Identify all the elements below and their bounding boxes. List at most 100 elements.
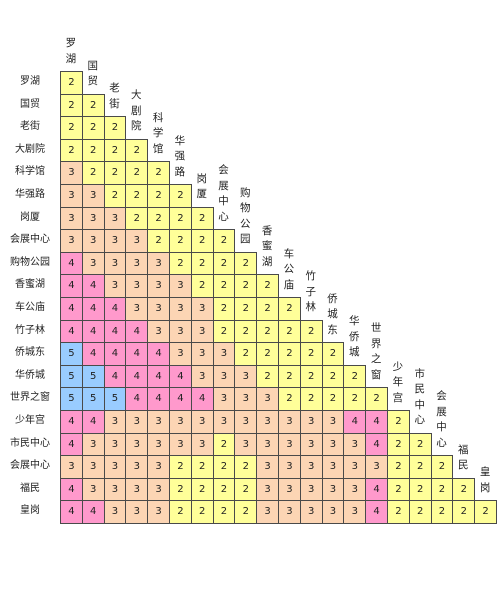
fare-cell: 3 <box>190 319 214 344</box>
fare-cell: 2 <box>190 500 214 524</box>
fare-cell: 2 <box>343 387 367 411</box>
fare-cell: 2 <box>256 274 279 298</box>
fare-cell: 3 <box>256 387 279 411</box>
fare-cell: 4 <box>125 387 149 411</box>
fare-cell: 2 <box>125 206 149 231</box>
fare-cell: 4 <box>169 364 192 389</box>
row-label: 香蜜湖 <box>15 279 45 291</box>
row-label: 侨城东 <box>15 347 45 359</box>
fare-cell: 2 <box>103 116 127 140</box>
fare-cell: 2 <box>408 500 432 524</box>
fare-cell: 2 <box>103 161 127 185</box>
fare-cell: 4 <box>103 364 127 389</box>
fare-cell: 3 <box>256 432 279 457</box>
fare-cell: 3 <box>60 206 83 231</box>
row-label: 会展中心 <box>10 460 50 472</box>
fare-cell: 3 <box>103 432 127 457</box>
fare-cell: 2 <box>387 500 410 524</box>
fare-cell: 3 <box>190 297 214 321</box>
row-label: 福民 <box>20 482 40 494</box>
fare-cell: 4 <box>60 432 83 457</box>
fare-cell: 4 <box>147 342 170 366</box>
row-label: 购物公园 <box>10 256 50 268</box>
fare-cell: 2 <box>474 500 497 524</box>
fare-cell: 3 <box>190 342 214 366</box>
fare-cell: 4 <box>60 297 83 321</box>
fare-cell: 3 <box>169 432 192 457</box>
fare-cell: 4 <box>343 410 367 434</box>
fare-cell: 2 <box>147 229 170 253</box>
fare-cell: 4 <box>81 342 105 366</box>
fare-cell: 3 <box>256 410 279 434</box>
fare-cell: 3 <box>278 455 301 479</box>
fare-cell: 2 <box>256 342 279 366</box>
fare-cell: 2 <box>169 477 192 502</box>
fare-cell: 2 <box>256 319 279 344</box>
fare-cell: 3 <box>169 274 192 298</box>
fare-cell: 2 <box>212 319 236 344</box>
fare-cell: 2 <box>299 387 323 411</box>
fare-cell: 2 <box>278 387 301 411</box>
fare-cell: 3 <box>365 455 388 479</box>
fare-cell: 2 <box>234 477 258 502</box>
fare-cell: 4 <box>81 410 105 434</box>
fare-cell: 2 <box>60 93 83 118</box>
fare-cell: 3 <box>212 410 236 434</box>
fare-cell: 2 <box>278 364 301 389</box>
fare-cell: 3 <box>103 410 127 434</box>
fare-cell: 3 <box>169 410 192 434</box>
fare-cell: 3 <box>278 432 301 457</box>
fare-cell: 2 <box>343 364 367 389</box>
fare-cell: 2 <box>365 387 388 411</box>
fare-cell: 3 <box>278 410 301 434</box>
column-label: 华侨城 <box>349 315 360 359</box>
fare-cell: 2 <box>190 206 214 231</box>
fare-cell: 3 <box>125 274 149 298</box>
fare-cell: 2 <box>103 184 127 208</box>
fare-cell: 3 <box>321 455 345 479</box>
fare-cell: 3 <box>81 477 105 502</box>
fare-cell: 2 <box>234 319 258 344</box>
fare-cell: 2 <box>212 477 236 502</box>
fare-cell: 4 <box>60 251 83 276</box>
fare-cell: 4 <box>103 342 127 366</box>
column-label: 皇岗 <box>479 466 491 494</box>
fare-cell: 3 <box>212 387 236 411</box>
fare-cell: 3 <box>125 500 149 524</box>
fare-cell: 3 <box>321 500 345 524</box>
fare-cell: 2 <box>147 206 170 231</box>
fare-cell: 3 <box>256 500 279 524</box>
fare-cell: 3 <box>321 410 345 434</box>
fare-cell: 2 <box>103 138 127 163</box>
fare-cell: 2 <box>321 342 345 366</box>
fare-cell: 2 <box>169 251 192 276</box>
fare-cell: 2 <box>60 138 83 163</box>
fare-cell: 2 <box>125 184 149 208</box>
fare-cell: 2 <box>408 455 432 479</box>
fare-cell: 3 <box>60 184 83 208</box>
fare-cell: 3 <box>169 342 192 366</box>
fare-cell: 4 <box>147 387 170 411</box>
fare-cell: 3 <box>190 364 214 389</box>
fare-cell: 3 <box>256 455 279 479</box>
fare-cell: 2 <box>278 342 301 366</box>
column-label: 侨城东 <box>327 292 338 336</box>
fare-cell: 3 <box>278 500 301 524</box>
fare-cell: 2 <box>190 477 214 502</box>
row-label: 车公庙 <box>15 302 45 313</box>
fare-cell: 2 <box>125 161 149 185</box>
row-label: 罗湖 <box>20 76 40 87</box>
fare-cell: 3 <box>60 455 83 479</box>
fare-cell: 3 <box>81 455 105 479</box>
fare-cell: 2 <box>321 387 345 411</box>
row-label: 会展中心 <box>10 234 50 246</box>
fare-cell: 4 <box>81 297 105 321</box>
fare-cell: 2 <box>81 138 105 163</box>
row-label: 大剧院 <box>15 143 45 155</box>
fare-cell: 2 <box>81 116 105 140</box>
column-label: 大剧院 <box>131 89 142 133</box>
column-label: 福民 <box>458 443 469 472</box>
row-label: 岗厦 <box>20 211 40 223</box>
fare-cell: 3 <box>169 319 192 344</box>
